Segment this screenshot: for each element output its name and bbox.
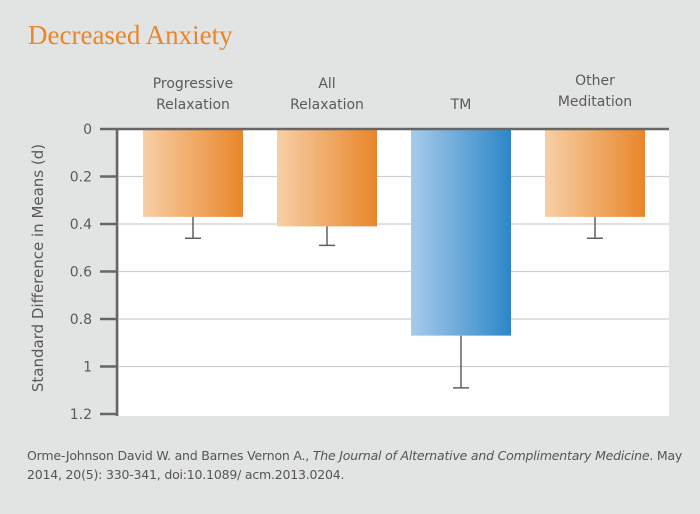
y-tick-label: 0.4 bbox=[70, 217, 92, 233]
y-axis-title: Standard Difference in Means (d) bbox=[29, 144, 47, 392]
category-label: TM bbox=[450, 97, 472, 113]
chart-title: Decreased Anxiety bbox=[28, 20, 233, 50]
bar-other-meditation bbox=[545, 130, 645, 217]
citation: Orme-Johnson David W. and Barnes Vernon … bbox=[27, 446, 687, 484]
citation-details: . May 2014, 20(5): 330-341, doi:10.1089/… bbox=[27, 448, 683, 482]
bar-tm bbox=[411, 130, 511, 336]
bar-progressive-relaxation bbox=[143, 130, 243, 217]
category-label: All Relaxation bbox=[290, 76, 364, 113]
citation-journal: The Journal of Alternative and Complimen… bbox=[312, 448, 650, 463]
y-tick-label: 1 bbox=[83, 360, 92, 376]
citation-authors: Orme-Johnson David W. and Barnes Vernon … bbox=[27, 448, 313, 463]
category-label: Other Meditation bbox=[558, 73, 632, 110]
bar-all-relaxation bbox=[277, 130, 377, 227]
y-tick-label: 0 bbox=[83, 122, 92, 138]
y-tick-label: 0.2 bbox=[70, 170, 92, 186]
bar-chart: 0 0.2 0.4 0.6 0.8 1 1.2 Progressive Relaxation A… bbox=[29, 73, 669, 423]
y-tick-label: 0.6 bbox=[70, 265, 92, 281]
y-tick-label: 0.8 bbox=[70, 312, 92, 328]
category-label: Progressive Relaxation bbox=[153, 76, 234, 113]
y-tick-label: 1.2 bbox=[70, 407, 92, 423]
